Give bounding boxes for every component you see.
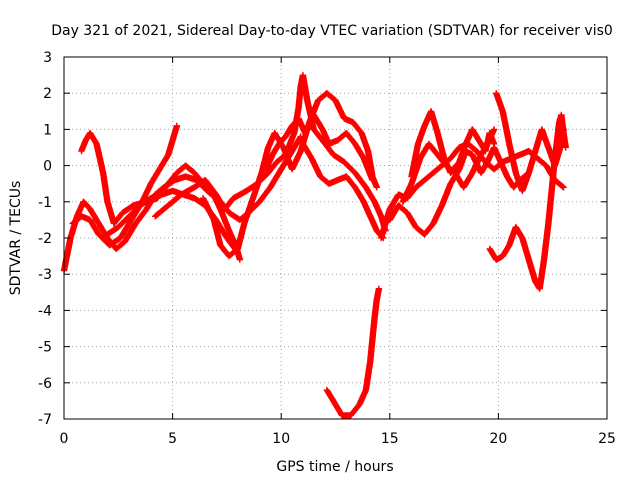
y-tick-label: -1 [38,195,52,211]
x-tick-label: 25 [598,431,616,447]
series-track-7 [299,140,387,242]
y-tick-label: 2 [43,86,52,102]
y-tick-label: 0 [43,159,52,175]
series-track-10 [377,140,567,242]
x-tick-label: 15 [381,431,399,447]
plus-markers [299,140,387,242]
plus-markers [199,90,380,260]
x-tick-label: 0 [60,431,69,447]
chart-title: Day 321 of 2021, Sidereal Day-to-day VTE… [51,23,613,39]
y-tick-label: -7 [38,412,52,428]
x-tick-label: 20 [489,431,507,447]
series-track-15 [486,111,569,292]
y-tick-label: 3 [43,50,52,66]
y-axis-label: SDTVAR / TECUs [8,181,24,296]
plus-markers [262,115,309,173]
series-track-16 [262,115,309,173]
y-tick-label: -6 [38,376,52,392]
plus-markers [323,285,383,419]
plot-frame [63,56,608,420]
y-tick-label: 1 [43,122,52,138]
x-axis-ticks: 0 5 10 15 20 25 [60,57,616,447]
x-axis-label: GPS time / hours [276,459,393,475]
series-track-9 [323,285,383,419]
series-track-13 [399,126,498,205]
series-track-5 [152,71,389,234]
grid-lines [64,57,607,419]
x-tick-label: 10 [272,431,290,447]
y-tick-label: -4 [38,303,52,319]
plus-markers [399,126,498,205]
plus-markers [310,111,376,184]
x-tick-label: 5 [168,431,177,447]
series-track-6 [199,90,380,260]
y-tick-label: -3 [38,267,52,283]
y-axis-ticks: 3 2 1 0 -1 -2 -3 -4 -5 -6 -7 [38,50,607,428]
plus-markers [377,140,567,242]
plus-markers [486,111,569,292]
y-tick-label: -2 [38,231,52,247]
data-marks [60,71,569,419]
plus-markers [152,71,389,234]
series-track-8 [310,111,376,184]
y-tick-label: -5 [38,340,52,356]
